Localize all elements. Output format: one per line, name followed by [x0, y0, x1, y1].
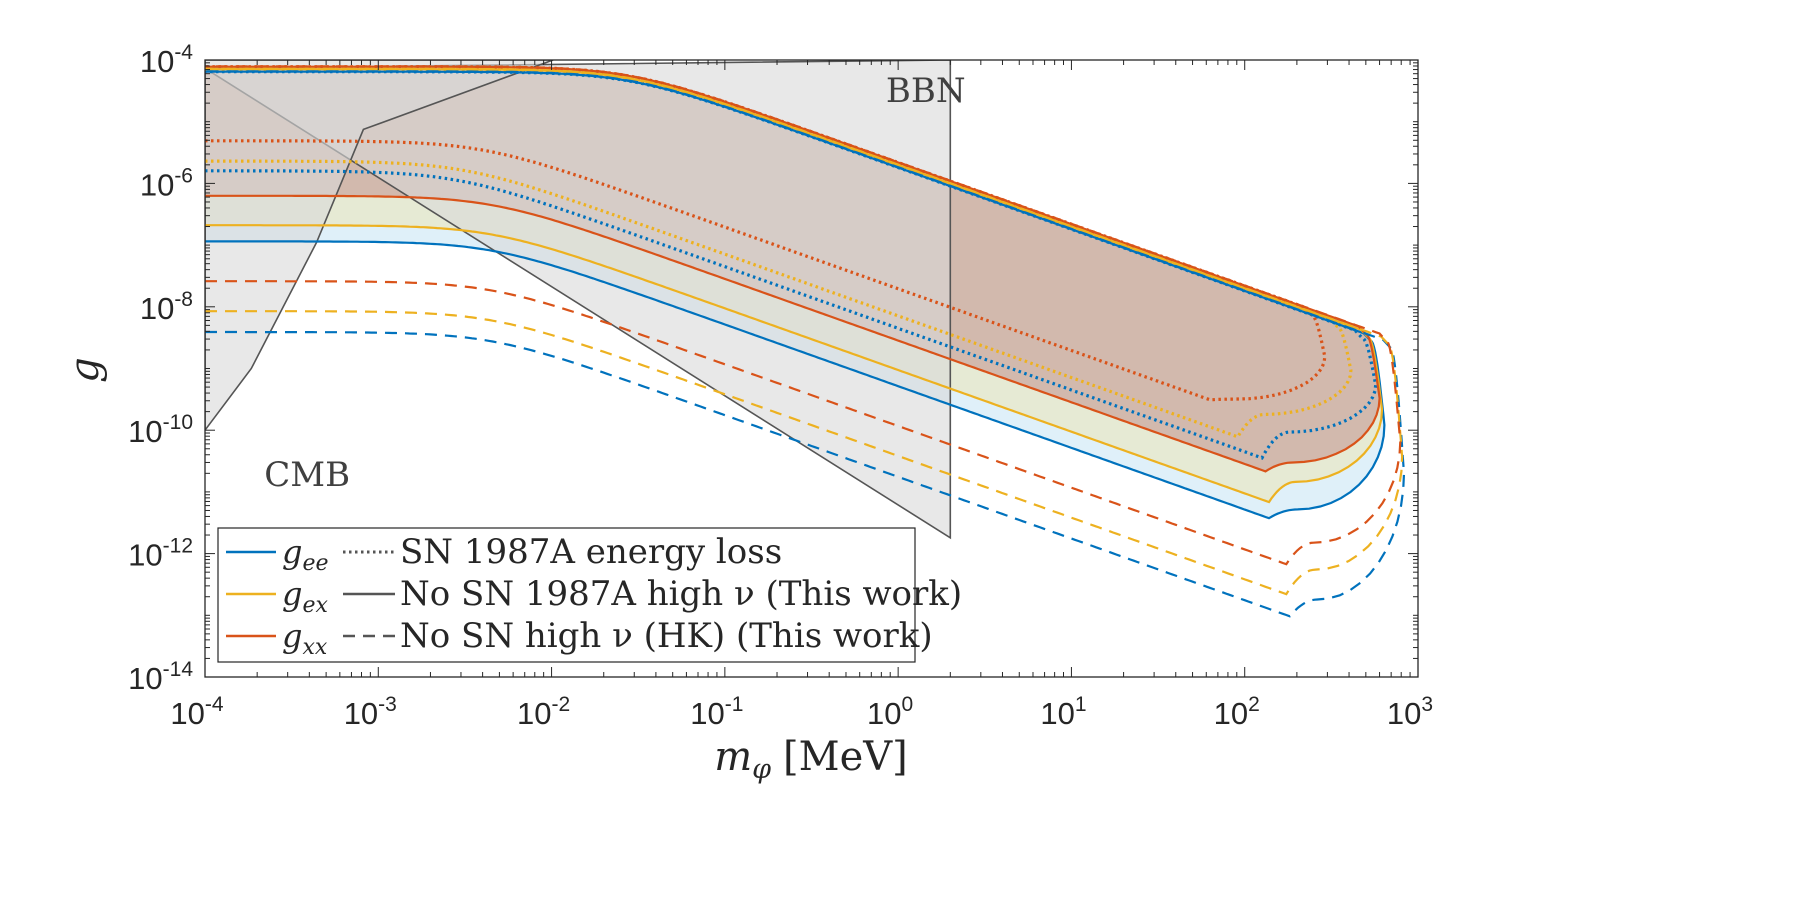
- region-cmb: [205, 60, 554, 432]
- y-tick-label: 10-14: [128, 658, 193, 696]
- legend: gee SN 1987A energy loss gex No SN 1987A…: [217, 527, 962, 663]
- y-tick-label: 10-4: [140, 41, 193, 79]
- x-tick-label: 103: [1387, 693, 1433, 731]
- cmb-label: CMB: [264, 455, 350, 495]
- region-bbn: [205, 60, 952, 540]
- x-axis-label: mφ [MeV]: [714, 734, 908, 785]
- plot-area: [205, 60, 1406, 618]
- x-axis-label-symbol: m: [714, 734, 752, 780]
- legend-symbol-gxx: gxx: [282, 617, 328, 660]
- curve-gxx-dashed: [205, 65, 1402, 566]
- y-tick-label: 10-6: [140, 164, 193, 202]
- tick-labels: 10-4 10-3 10-2 10-1 100 101 102 103 10-4 10-6 10-8…: [128, 41, 1433, 731]
- legend-text-no-sn1987a: No SN 1987A high ν (This work): [400, 574, 962, 614]
- legend-text-hk: No SN high ν (HK) (This work): [400, 616, 933, 656]
- y-tick-label: 10-8: [140, 288, 193, 326]
- axis-ticks: [204, 59, 1419, 678]
- bbn-label: BBN: [886, 71, 966, 111]
- y-tick-label: 10-12: [128, 535, 193, 573]
- legend-box: [217, 527, 916, 663]
- x-tick-label: 101: [1040, 693, 1086, 731]
- legend-text-energy-loss: SN 1987A energy loss: [400, 532, 782, 572]
- curve-gex-dashed: [205, 67, 1404, 596]
- y-axis-label: g: [62, 357, 108, 383]
- curve-gee-dashed: [205, 70, 1406, 618]
- x-tick-label: 10-4: [170, 693, 223, 731]
- legend-symbol-gee: gee: [282, 533, 329, 576]
- x-tick-label: 100: [867, 693, 913, 731]
- x-tick-label: 10-2: [517, 693, 570, 731]
- y-tick-label: 10-10: [128, 411, 193, 449]
- x-tick-label: 10-3: [344, 693, 397, 731]
- curve-gxx-solid: [205, 65, 1381, 473]
- x-axis-label-subscript: φ: [752, 754, 771, 785]
- x-tick-label: 10-1: [690, 693, 743, 731]
- legend-symbol-gex: gex: [282, 575, 329, 618]
- x-tick-label: 102: [1214, 693, 1260, 731]
- x-axis-label-unit: [MeV]: [783, 734, 908, 780]
